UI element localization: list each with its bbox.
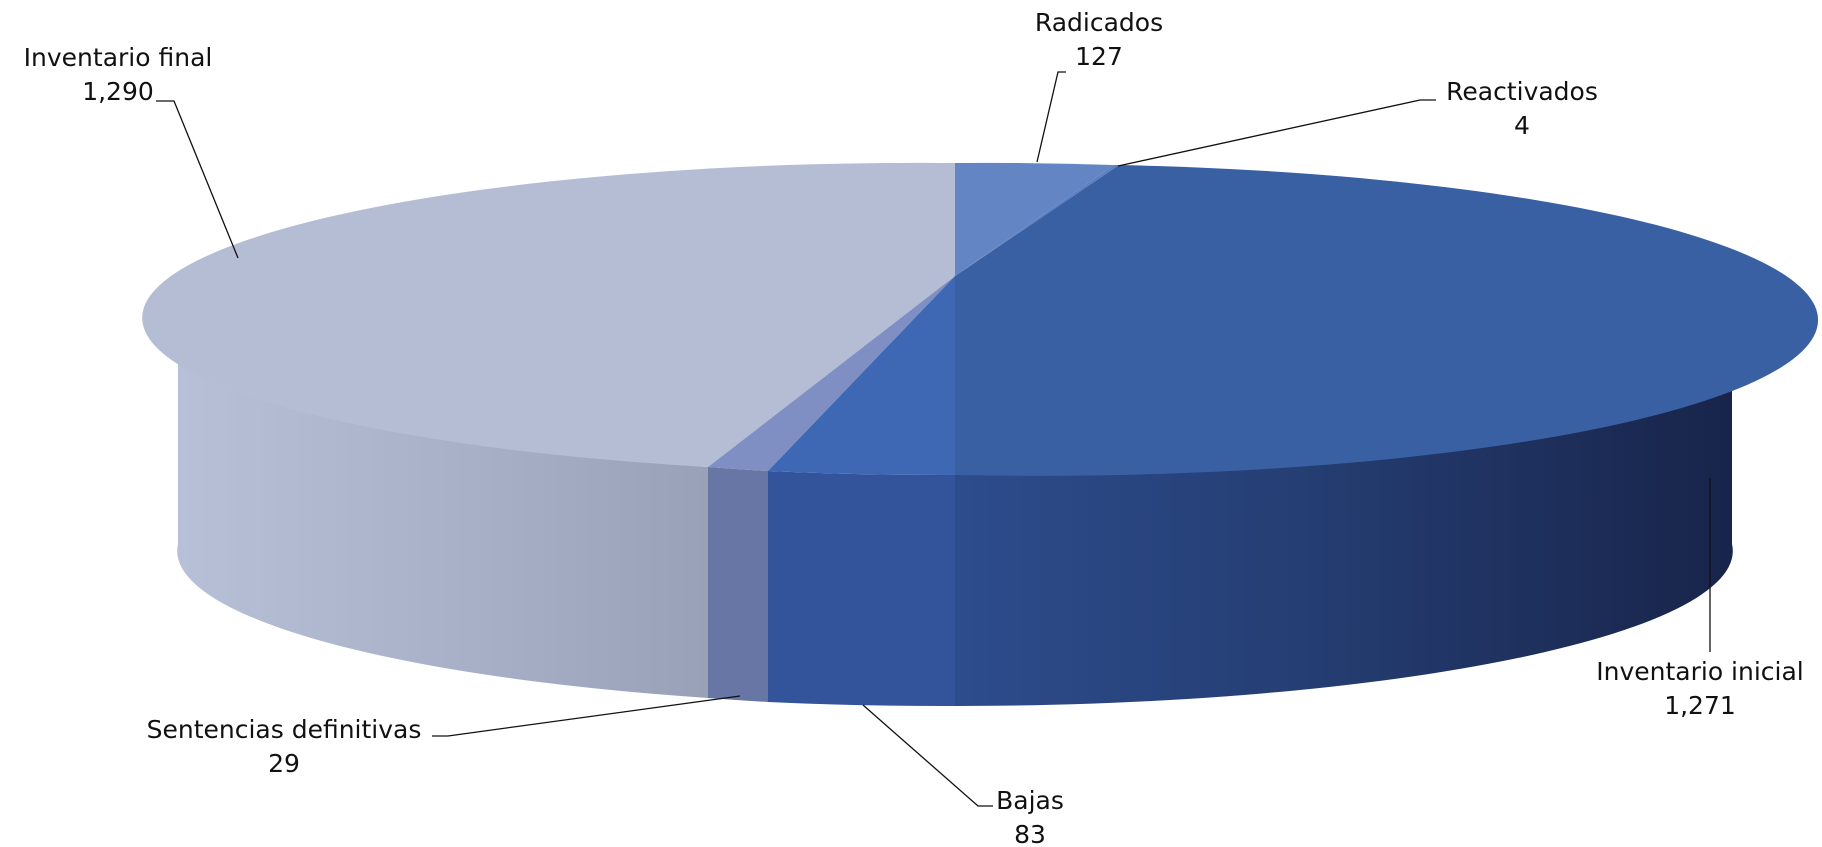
slice-inventario-inicial <box>955 165 1819 476</box>
label-sentencias-definitivas: Sentencias definitivas <box>147 715 422 744</box>
label-reactivados: Reactivados <box>1446 77 1598 106</box>
leader-inventario-final <box>156 100 239 259</box>
slice-bajas <box>768 276 955 476</box>
value-inventario-inicial: 1,271 <box>1664 691 1736 720</box>
value-reactivados: 4 <box>1514 111 1530 140</box>
leader-sentencias-definitivas <box>432 695 741 737</box>
leader-radicados <box>1036 71 1066 163</box>
label-inventario-inicial: Inventario inicial <box>1596 657 1804 686</box>
leader-reactivados <box>1117 99 1436 167</box>
label-radicados: Radicados <box>1035 8 1163 37</box>
value-sentencias-definitivas: 29 <box>268 749 300 778</box>
slice-reactivados <box>955 164 1119 276</box>
side-bajas <box>768 471 955 707</box>
slice-inventario-final <box>142 162 955 467</box>
side-inventario-inicial <box>955 313 1733 707</box>
side-sentencias-definitivas <box>708 467 768 702</box>
value-inventario-final: 1,290 <box>82 77 154 106</box>
value-bajas: 83 <box>1014 820 1046 847</box>
slice-sentencias-definitivas <box>708 276 955 471</box>
label-inventario-final: Inventario final <box>24 43 213 72</box>
label-bajas: Bajas <box>996 786 1064 815</box>
slice-radicados <box>955 162 1114 276</box>
leader-bajas <box>862 704 993 807</box>
value-radicados: 127 <box>1075 42 1123 71</box>
